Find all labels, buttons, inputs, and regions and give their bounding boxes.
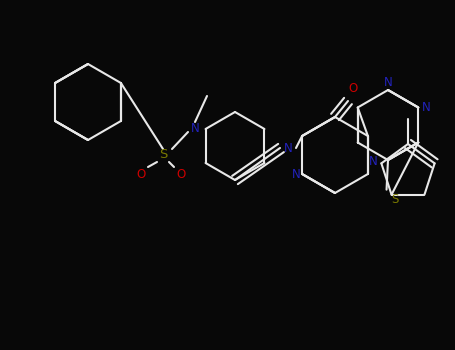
Text: O: O [177, 168, 186, 181]
Text: O: O [136, 168, 146, 181]
Text: N: N [422, 101, 431, 114]
Text: O: O [349, 83, 358, 96]
Text: S: S [391, 193, 398, 206]
Text: S: S [159, 147, 167, 161]
Text: N: N [283, 141, 293, 154]
Text: N: N [369, 155, 378, 168]
Text: N: N [384, 76, 392, 89]
Text: N: N [292, 168, 300, 181]
Text: N: N [191, 121, 199, 134]
